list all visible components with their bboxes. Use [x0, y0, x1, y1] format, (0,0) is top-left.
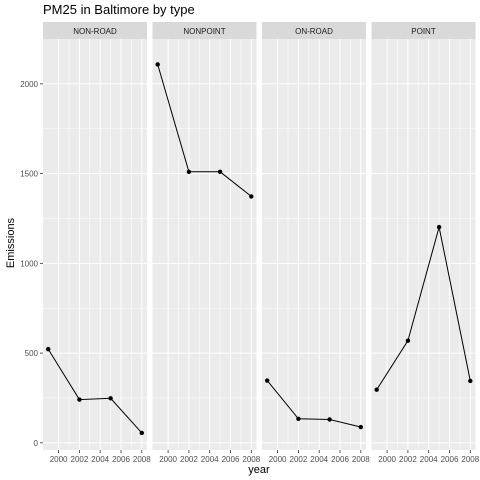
data-point [249, 194, 254, 199]
x-tick-label: 2004 [201, 455, 219, 464]
x-axis-title: year [248, 464, 270, 476]
data-point [217, 169, 223, 175]
y-tick-label: 2000 [20, 80, 38, 89]
y-tick-label: 1000 [20, 259, 38, 268]
x-tick-label: 2000 [50, 455, 68, 464]
series-line [266, 380, 361, 428]
x-tick-label: 2008 [352, 455, 370, 464]
data-point [108, 396, 113, 401]
facet-strip-label: NON-ROAD [73, 27, 117, 36]
data-point [358, 424, 363, 430]
facet-strip [43, 22, 147, 39]
x-tick-label: 2002 [180, 455, 198, 464]
facet-on-road: ON-ROAD 2000 2002 2004 2006 2008 [262, 22, 370, 464]
data-point [265, 378, 270, 383]
panel-background [371, 39, 476, 450]
x-tick-label: 2004 [91, 455, 109, 464]
data-point [405, 338, 411, 343]
y-tick-label: 1500 [20, 170, 38, 179]
x-tick-label: 2004 [310, 455, 328, 464]
x-tick-label: 2004 [420, 455, 438, 464]
data-point [327, 417, 332, 422]
data-point [436, 224, 442, 230]
facet-point: POINT 2000 2002 2004 2006 2008 [371, 22, 480, 464]
x-tick-label: 2006 [222, 455, 240, 464]
series-line [47, 348, 143, 434]
y-tick-label: 500 [25, 349, 39, 358]
x-tick-label: 2006 [331, 455, 349, 464]
y-axis: 0 500 1000 1500 2000 [20, 80, 43, 448]
x-tick-label: 2002 [290, 455, 308, 464]
x-tick-label: 2006 [112, 455, 130, 464]
series-line [157, 64, 252, 197]
data-point [296, 416, 301, 421]
x-tick-label: 2000 [269, 455, 287, 464]
facet-non-road: NON-ROAD 2000 2002 2004 2006 2008 [43, 22, 151, 464]
x-tick-label: 2002 [399, 455, 417, 464]
y-tick-label: 0 [34, 439, 39, 448]
facet-strip [262, 22, 366, 39]
data-point [374, 387, 379, 392]
facet-strip [152, 22, 257, 39]
data-point [186, 169, 192, 175]
facet-strip [371, 22, 476, 39]
panel-background [43, 39, 147, 450]
chart-title: PM25 in Baltimore by type [43, 2, 195, 17]
data-point [46, 346, 51, 352]
x-tick-label: 2008 [461, 455, 479, 464]
data-point [468, 378, 473, 384]
data-point [139, 430, 144, 436]
x-tick-label: 2008 [133, 455, 151, 464]
facet-strip-label: NONPOINT [183, 27, 225, 36]
x-tick-label: 2000 [159, 455, 177, 464]
facet-strip-label: ON-ROAD [295, 27, 333, 36]
y-axis-title: Emissions [5, 217, 17, 268]
facet-strip-label: POINT [411, 27, 436, 36]
x-tick-label: 2000 [378, 455, 396, 464]
panel-background [262, 39, 366, 450]
data-point [155, 62, 160, 67]
facet-nonpoint: NONPOINT 2000 2002 2004 2006 2008 [152, 22, 261, 464]
x-tick-label: 2008 [242, 455, 260, 464]
x-tick-label: 2002 [71, 455, 89, 464]
data-point [77, 397, 82, 402]
series-line [376, 226, 471, 390]
x-tick-label: 2006 [441, 455, 459, 464]
